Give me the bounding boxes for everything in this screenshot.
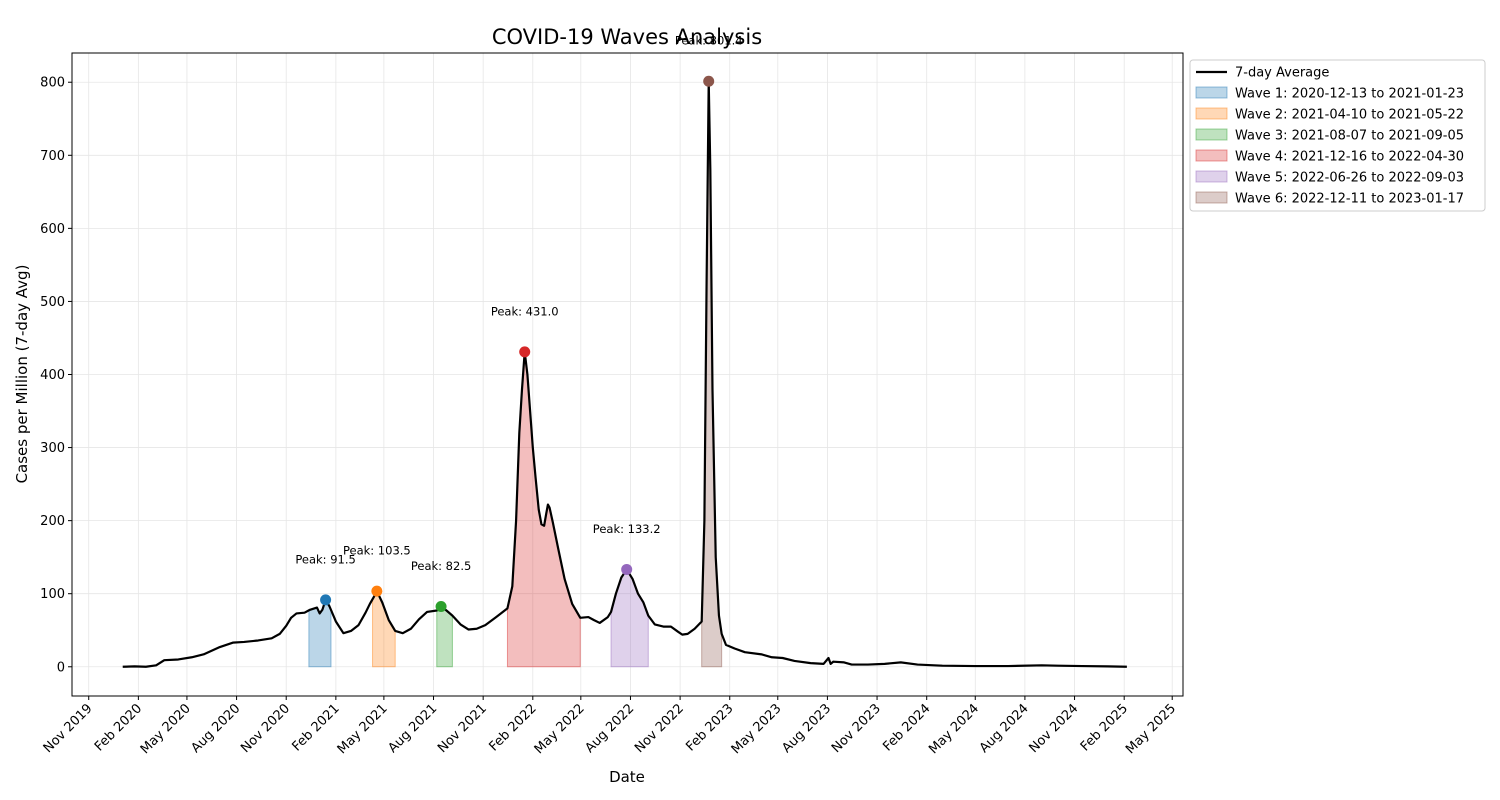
legend-swatch-wave-6	[1195, 191, 1228, 204]
wave-fills	[308, 81, 723, 668]
wave-5-fill	[610, 568, 649, 668]
x-tick-label: Nov 2023	[829, 701, 884, 756]
y-tick-label: 400	[40, 368, 65, 383]
y-tick-label: 700	[40, 149, 65, 164]
y-tick-label: 500	[40, 295, 65, 310]
x-tick-label: May 2023	[729, 701, 785, 757]
wave-6-peak-marker	[703, 75, 715, 87]
y-axis-title: Cases per Million (7-day Avg)	[13, 265, 31, 484]
x-tick-label: Nov 2022	[632, 701, 687, 756]
x-tick-label: Aug 2021	[385, 701, 440, 756]
wave-4-fill	[506, 351, 581, 668]
wave-4-peak-marker	[519, 346, 531, 358]
wave-6-peak-label: Peak: 801.4	[675, 34, 743, 48]
x-tick-label: Aug 2024	[977, 701, 1032, 756]
x-tick-label: Aug 2023	[779, 701, 834, 756]
x-tick-label: Nov 2020	[238, 701, 293, 756]
wave-4-peak-label: Peak: 431.0	[491, 304, 559, 318]
wave-5-peak-label: Peak: 133.2	[593, 522, 661, 536]
legend: 7-day Average Wave 1: 2020-12-13 to 2021-…	[1189, 59, 1486, 212]
legend-label: Wave 3: 2021-08-07 to 2021-09-05	[1235, 129, 1464, 144]
chart-title: COVID-19 Waves Analysis	[492, 25, 762, 49]
x-tick-label: May 2022	[532, 701, 588, 757]
x-tick-label: May 2025	[1123, 701, 1179, 757]
y-tick-label: 0	[57, 660, 65, 675]
x-axis-title: Date	[609, 768, 645, 786]
legend-label: Wave 1: 2020-12-13 to 2021-01-23	[1235, 87, 1464, 102]
wave-3-peak-label: Peak: 82.5	[411, 559, 471, 573]
legend-label: Wave 2: 2021-04-10 to 2021-05-22	[1235, 108, 1464, 123]
x-tick-label: Aug 2022	[582, 701, 637, 756]
y-axis: 0 100 200 300 400 500 600 700 800	[40, 76, 72, 675]
legend-box	[1189, 59, 1486, 212]
x-tick-label: May 2024	[926, 701, 982, 757]
wave-3-peak-marker	[435, 600, 447, 612]
x-tick-label: May 2020	[138, 701, 194, 757]
grid-lines	[72, 53, 1183, 696]
wave-1-peak-label: Peak: 91.5	[295, 552, 355, 566]
legend-swatch-wave-3	[1195, 128, 1228, 141]
line-layer	[122, 80, 1127, 668]
legend-swatch-wave-1	[1195, 86, 1228, 99]
wave-3-fill	[436, 605, 453, 668]
wave-5-peak-marker	[621, 563, 633, 575]
wave-2-peak-marker	[371, 585, 383, 597]
y-tick-label: 200	[40, 514, 65, 529]
legend-label: 7-day Average	[1235, 66, 1329, 81]
legend-label: Wave 6: 2022-12-11 to 2023-01-17	[1235, 192, 1464, 207]
y-tick-label: 300	[40, 441, 65, 456]
legend-label: Wave 5: 2022-06-26 to 2022-09-03	[1235, 171, 1464, 186]
seven-day-average-line	[122, 80, 1127, 668]
y-tick-label: 100	[40, 587, 65, 602]
legend-label: Wave 4: 2021-12-16 to 2022-04-30	[1235, 150, 1464, 165]
y-tick-label: 800	[40, 76, 65, 91]
wave-1-peak-marker	[320, 594, 332, 606]
legend-swatch-wave-5	[1195, 170, 1228, 183]
legend-swatch-wave-2	[1195, 107, 1228, 120]
x-tick-label: Aug 2020	[189, 701, 244, 756]
x-tick-label: Nov 2021	[435, 701, 490, 756]
x-tick-label: Nov 2024	[1027, 701, 1082, 756]
x-tick-label: May 2021	[335, 701, 391, 757]
wave-2-peak-label: Peak: 103.5	[343, 544, 411, 558]
x-tick-label: Nov 2019	[41, 701, 96, 756]
y-tick-label: 600	[40, 222, 65, 237]
legend-swatch-wave-4	[1195, 149, 1228, 162]
